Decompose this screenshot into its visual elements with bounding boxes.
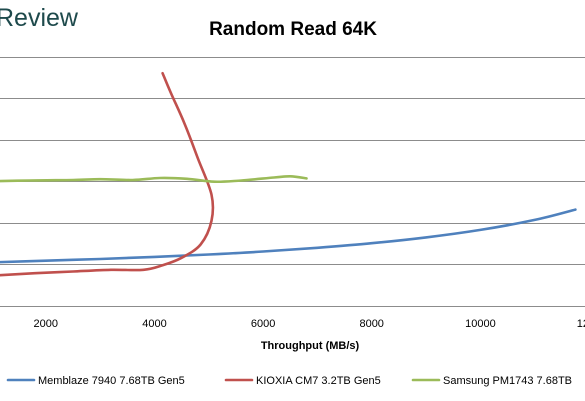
legend-label-1: Memblaze 7940 7.68TB Gen5 [38,375,185,387]
brand-watermark-text: Review [0,4,79,32]
legend-label-2: KIOXIA CM7 3.2TB Gen5 [256,375,381,387]
x-tick-label-6: 1200 [577,318,585,330]
x-tick-label-5: 10000 [465,318,496,330]
gridlines [0,57,585,307]
chart-title: Random Read 64K [209,19,377,40]
legend: Memblaze 7940 7.68TB Gen5 KIOXIA CM7 3.2T… [6,375,572,387]
x-tick-label-1: 2000 [34,318,58,330]
x-tick-labels: 2000 4000 6000 8000 10000 1200 [34,318,585,330]
series-line-2 [0,71,215,277]
x-tick-label-3: 6000 [251,318,275,330]
series-line-1 [0,208,577,264]
x-tick-label-4: 8000 [359,318,383,330]
x-tick-label-2: 4000 [142,318,166,330]
legend-label-3: Samsung PM1743 7.68TB [443,375,572,387]
series-lines [0,71,577,277]
x-axis-label: Throughput (MB/s) [261,340,360,352]
series-line-3 [0,174,308,184]
